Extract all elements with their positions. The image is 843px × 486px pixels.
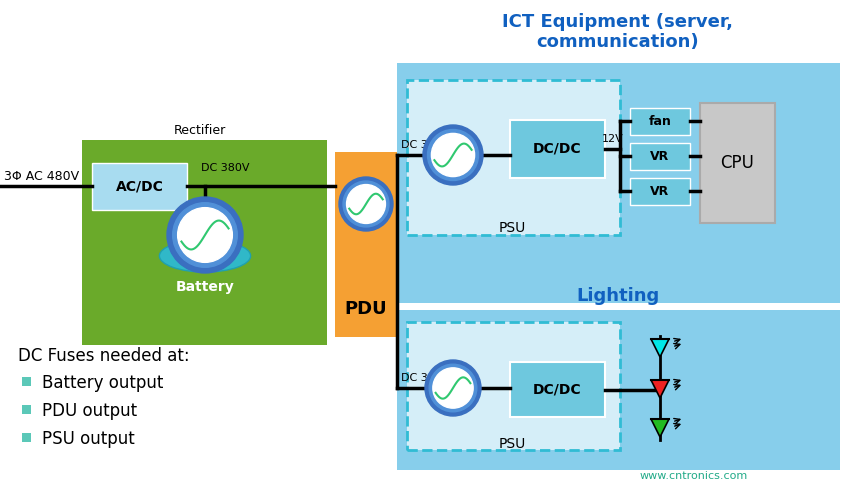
Polygon shape: [651, 339, 669, 357]
Text: www.cntronics.com: www.cntronics.com: [640, 471, 749, 481]
Circle shape: [173, 203, 237, 267]
Text: PDU output: PDU output: [42, 402, 137, 420]
Circle shape: [429, 364, 477, 412]
Circle shape: [339, 177, 393, 231]
Bar: [407, 322, 620, 450]
Text: VR: VR: [651, 150, 669, 163]
Circle shape: [432, 133, 475, 176]
Text: DC/DC: DC/DC: [533, 382, 582, 397]
Bar: [22, 433, 31, 442]
Text: DC 380V: DC 380V: [400, 140, 449, 150]
Text: fan: fan: [648, 115, 671, 128]
Text: Battery: Battery: [175, 280, 234, 294]
Bar: [397, 63, 840, 303]
Text: Rectifier: Rectifier: [174, 123, 226, 137]
Circle shape: [432, 368, 473, 408]
Text: PSU: PSU: [498, 437, 526, 451]
Bar: [407, 80, 620, 235]
Text: PSU output: PSU output: [42, 430, 135, 448]
Bar: [407, 80, 620, 235]
Text: 12V: 12V: [602, 134, 624, 144]
Bar: [510, 362, 605, 417]
Text: VR: VR: [651, 185, 669, 198]
Circle shape: [423, 125, 483, 185]
Bar: [22, 377, 31, 386]
Text: ICT Equipment (server,: ICT Equipment (server,: [502, 13, 733, 31]
Text: AC/DC: AC/DC: [115, 179, 164, 193]
Text: DC/DC: DC/DC: [533, 142, 582, 156]
Bar: [82, 140, 327, 345]
Text: communication): communication): [537, 33, 700, 51]
Bar: [92, 163, 187, 210]
Bar: [407, 322, 620, 450]
Circle shape: [178, 208, 233, 262]
Ellipse shape: [159, 240, 250, 272]
Polygon shape: [651, 380, 669, 398]
Text: Lighting: Lighting: [577, 287, 659, 305]
Circle shape: [167, 197, 243, 273]
Bar: [397, 310, 840, 470]
Text: DC 380V: DC 380V: [201, 163, 250, 173]
Circle shape: [346, 185, 385, 224]
Bar: [630, 108, 690, 135]
Text: DC Fuses needed at:: DC Fuses needed at:: [18, 347, 190, 365]
Bar: [700, 103, 775, 223]
Text: 3Φ AC 480V: 3Φ AC 480V: [4, 170, 79, 183]
Text: DC 380V: DC 380V: [400, 373, 449, 383]
Bar: [335, 152, 397, 337]
Bar: [630, 143, 690, 170]
Circle shape: [343, 181, 389, 227]
Bar: [22, 405, 31, 414]
Bar: [630, 178, 690, 205]
Text: PDU: PDU: [345, 300, 387, 318]
Circle shape: [427, 129, 479, 180]
Bar: [510, 120, 605, 178]
Polygon shape: [651, 419, 669, 437]
Circle shape: [425, 360, 481, 416]
Text: CPU: CPU: [721, 154, 754, 172]
Text: Battery output: Battery output: [42, 374, 164, 392]
Text: PSU: PSU: [498, 221, 526, 235]
